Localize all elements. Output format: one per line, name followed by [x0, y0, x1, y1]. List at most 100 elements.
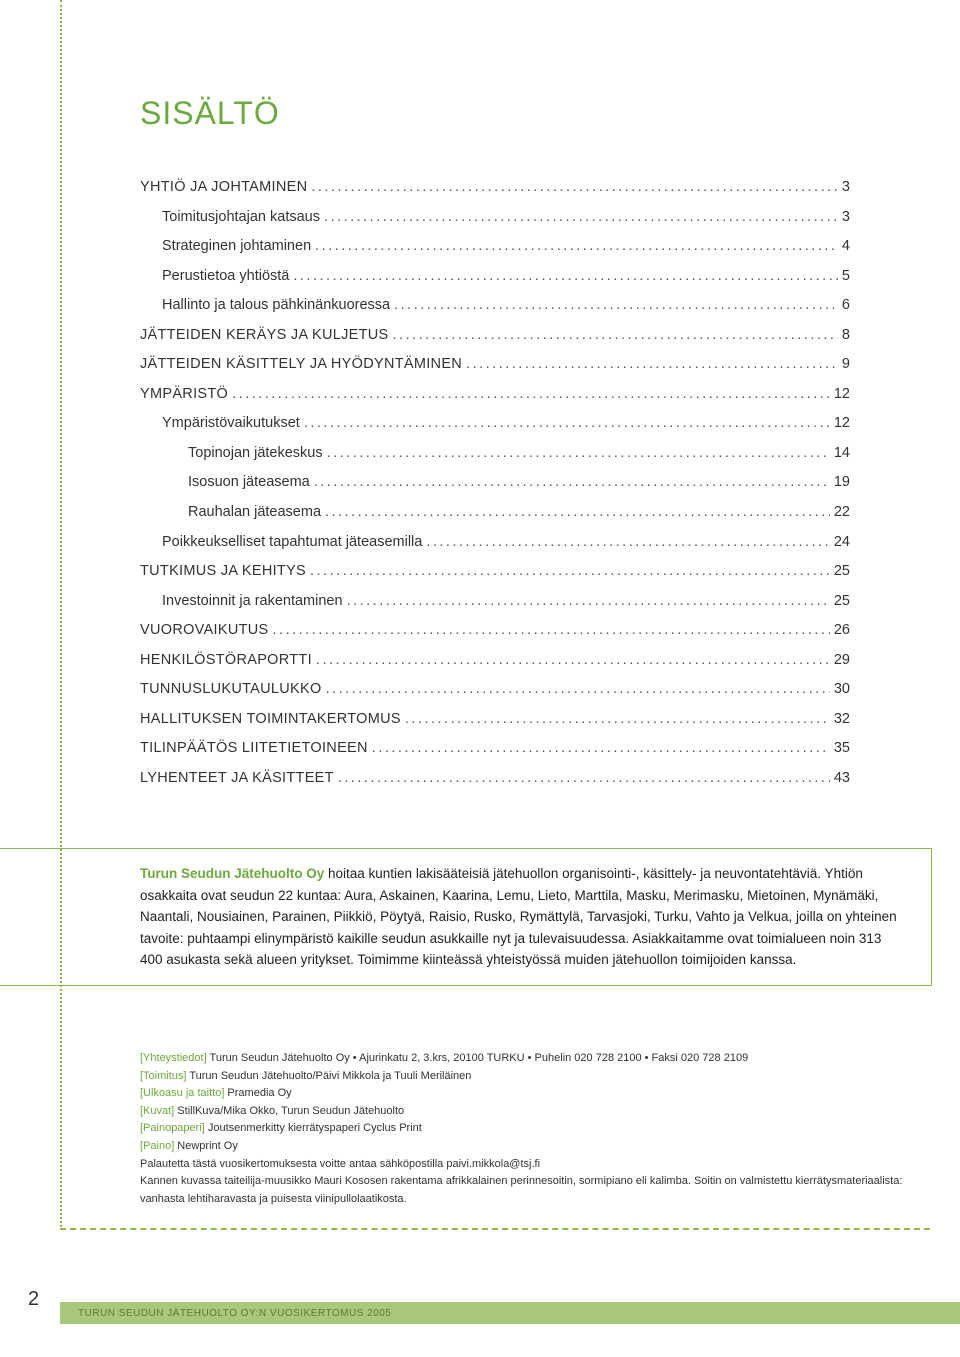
- toc-leader: [372, 735, 830, 763]
- toc-leader: [347, 588, 830, 616]
- toc-label: VUOROVAIKUTUS: [140, 617, 269, 645]
- credit-label: [Paino]: [140, 1140, 174, 1152]
- toc-leader: [405, 706, 830, 734]
- table-of-contents: YHTIÖ JA JOHTAMINEN3Toimitusjohtajan kat…: [140, 174, 850, 792]
- toc-leader: [324, 204, 838, 232]
- toc-entry: HENKILÖSTÖRAPORTTI29: [140, 647, 850, 675]
- toc-entry: TUNNUSLUKUTAULUKKO 30: [140, 676, 850, 704]
- toc-entry: Rauhalan jäteasema 22: [140, 499, 850, 527]
- toc-entry: JÄTTEIDEN KERÄYS JA KULJETUS8: [140, 322, 850, 350]
- toc-label: HALLITUKSEN TOIMINTAKERTOMUS: [140, 706, 401, 734]
- toc-label: Rauhalan jäteasema: [188, 499, 321, 527]
- credit-line: [Yhteystiedot] Turun Seudun Jätehuolto O…: [140, 1050, 920, 1068]
- toc-label: HENKILÖSTÖRAPORTTI: [140, 647, 312, 675]
- toc-page: 12: [834, 410, 850, 438]
- credit-text: Pramedia Oy: [224, 1087, 291, 1099]
- credit-text: StillKuva/Mika Okko, Turun Seudun Jätehu…: [174, 1105, 404, 1117]
- credit-text: Palautetta tästä vuosikertomuksesta voit…: [140, 1158, 540, 1170]
- credits-block: [Yhteystiedot] Turun Seudun Jätehuolto O…: [140, 1050, 920, 1208]
- info-body: hoitaa kuntien lakisääteisiä jätehuollon…: [140, 866, 897, 967]
- toc-leader: [326, 676, 830, 704]
- toc-entry: TILINPÄÄTÖS LIITETIETOINEEN 35: [140, 735, 850, 763]
- toc-label: JÄTTEIDEN KÄSITTELY JA HYÖDYNTÄMINEN: [140, 351, 462, 379]
- toc-leader: [310, 558, 830, 586]
- toc-leader: [315, 233, 838, 261]
- toc-leader: [316, 647, 830, 675]
- toc-page: 22: [834, 499, 850, 527]
- credit-label: [Yhteystiedot]: [140, 1052, 207, 1064]
- toc-entry: Hallinto ja talous pähkinänkuoressa 6: [140, 292, 850, 320]
- page-content: SISÄLTÖ YHTIÖ JA JOHTAMINEN3Toimitusjoht…: [140, 95, 850, 794]
- credit-line: [Ulkoasu ja taitto] Pramedia Oy: [140, 1085, 920, 1103]
- credit-line: Palautetta tästä vuosikertomuksesta voit…: [140, 1156, 920, 1174]
- toc-label: Hallinto ja talous pähkinänkuoressa: [162, 292, 390, 320]
- toc-leader: [325, 499, 830, 527]
- toc-entry: YMPÄRISTÖ 12: [140, 381, 850, 409]
- toc-label: TUNNUSLUKUTAULUKKO: [140, 676, 322, 704]
- toc-page: 19: [834, 469, 850, 497]
- toc-entry: Poikkeukselliset tapahtumat jäteasemilla…: [140, 529, 850, 557]
- credit-label: [Kuvat]: [140, 1105, 174, 1117]
- page-number: 2: [28, 1288, 39, 1311]
- toc-page: 35: [834, 735, 850, 763]
- footer-text: TURUN SEUDUN JÄTEHUOLTO OY:N VUOSIKERTOM…: [78, 1308, 391, 1319]
- credit-label: [Ulkoasu ja taitto]: [140, 1087, 224, 1099]
- toc-page: 14: [834, 440, 850, 468]
- toc-entry: Ympäristövaikutukset 12: [140, 410, 850, 438]
- toc-label: Poikkeukselliset tapahtumat jäteasemilla: [162, 529, 422, 557]
- toc-entry: Toimitusjohtajan katsaus3: [140, 204, 850, 232]
- credit-label: [Painopaperi]: [140, 1122, 205, 1134]
- footer-bar: TURUN SEUDUN JÄTEHUOLTO OY:N VUOSIKERTOM…: [60, 1302, 960, 1324]
- toc-entry: YHTIÖ JA JOHTAMINEN 3: [140, 174, 850, 202]
- toc-entry: TUTKIMUS JA KEHITYS25: [140, 558, 850, 586]
- toc-label: Ympäristövaikutukset: [162, 410, 300, 438]
- toc-entry: HALLITUKSEN TOIMINTAKERTOMUS 32: [140, 706, 850, 734]
- toc-entry: LYHENTEET JA KÄSITTEET43: [140, 765, 850, 793]
- toc-leader: [394, 292, 838, 320]
- toc-label: JÄTTEIDEN KERÄYS JA KULJETUS: [140, 322, 389, 350]
- credit-text: Newprint Oy: [174, 1140, 238, 1152]
- dashed-separator: [60, 1228, 930, 1230]
- info-box: Turun Seudun Jätehuolto Oy hoitaa kuntie…: [0, 848, 932, 986]
- credit-text: Kannen kuvassa taiteilija-muusikko Mauri…: [140, 1175, 902, 1205]
- credit-text: Turun Seudun Jätehuolto/Päivi Mikkola ja…: [186, 1070, 471, 1082]
- toc-entry: Topinojan jätekeskus14: [140, 440, 850, 468]
- toc-label: YMPÄRISTÖ: [140, 381, 228, 409]
- toc-leader: [327, 440, 830, 468]
- credit-line: [Toimitus] Turun Seudun Jätehuolto/Päivi…: [140, 1068, 920, 1086]
- credit-text: Joutsenmerkitty kierrätyspaperi Cyclus P…: [205, 1122, 422, 1134]
- credit-label: [Toimitus]: [140, 1070, 186, 1082]
- toc-entry: Isosuon jäteasema 19: [140, 469, 850, 497]
- toc-entry: VUOROVAIKUTUS 26: [140, 617, 850, 645]
- info-lead: Turun Seudun Jätehuolto Oy: [140, 866, 324, 881]
- toc-page: 43: [834, 765, 850, 793]
- page-title: SISÄLTÖ: [140, 95, 850, 132]
- credit-line: [Paino] Newprint Oy: [140, 1138, 920, 1156]
- toc-label: Toimitusjohtajan katsaus: [162, 204, 320, 232]
- toc-entry: Investoinnit ja rakentaminen25: [140, 588, 850, 616]
- toc-label: Isosuon jäteasema: [188, 469, 310, 497]
- toc-page: 6: [842, 292, 850, 320]
- toc-leader: [273, 617, 830, 645]
- toc-label: TILINPÄÄTÖS LIITETIETOINEEN: [140, 735, 368, 763]
- toc-leader: [311, 174, 838, 202]
- toc-page: 9: [842, 351, 850, 379]
- toc-page: 26: [834, 617, 850, 645]
- credit-text: Turun Seudun Jätehuolto Oy • Ajurinkatu …: [207, 1052, 749, 1064]
- toc-page: 24: [834, 529, 850, 557]
- toc-page: 3: [842, 174, 850, 202]
- toc-leader: [466, 351, 838, 379]
- toc-leader: [293, 263, 838, 291]
- toc-page: 30: [834, 676, 850, 704]
- toc-page: 32: [834, 706, 850, 734]
- toc-leader: [304, 410, 830, 438]
- toc-leader: [338, 765, 830, 793]
- credit-line: [Kuvat] StillKuva/Mika Okko, Turun Seudu…: [140, 1103, 920, 1121]
- toc-page: 12: [834, 381, 850, 409]
- left-dotted-border: [60, 0, 62, 1227]
- toc-entry: JÄTTEIDEN KÄSITTELY JA HYÖDYNTÄMINEN 9: [140, 351, 850, 379]
- toc-leader: [314, 469, 830, 497]
- toc-entry: Perustietoa yhtiöstä5: [140, 263, 850, 291]
- toc-label: YHTIÖ JA JOHTAMINEN: [140, 174, 307, 202]
- toc-entry: Strateginen johtaminen4: [140, 233, 850, 261]
